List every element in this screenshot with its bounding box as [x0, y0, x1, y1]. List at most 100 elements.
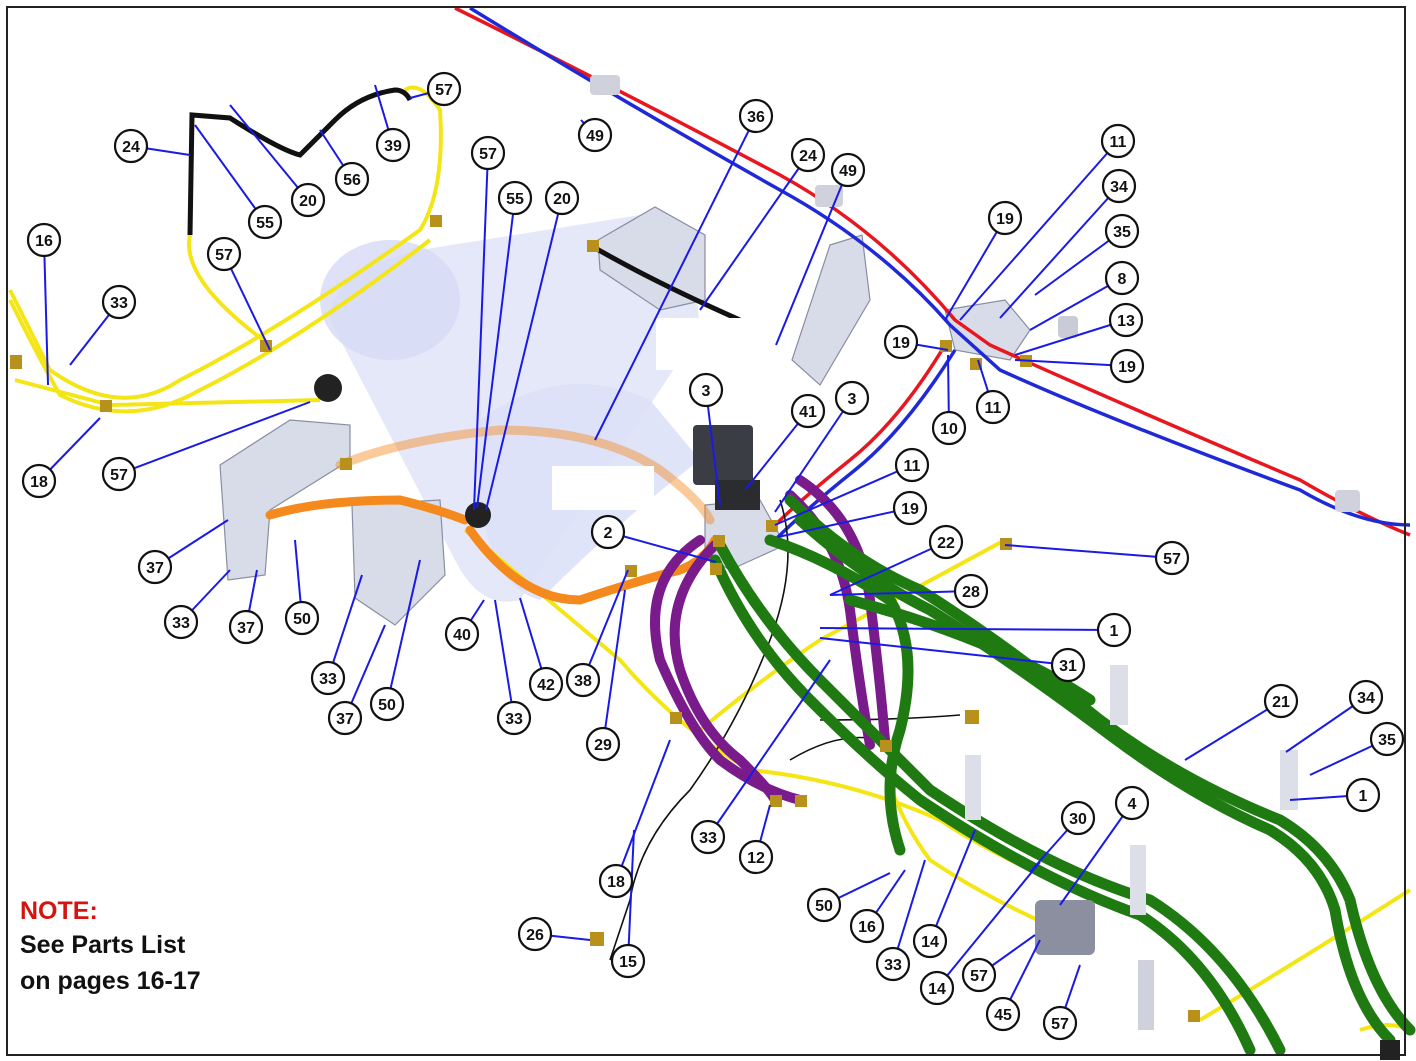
callout-bubble	[334, 161, 370, 197]
callout-20: 20	[290, 182, 326, 218]
callout-bubble	[426, 71, 462, 107]
callout-55: 55	[497, 180, 533, 216]
callout-10: 10	[931, 410, 967, 446]
callout-49: 49	[830, 152, 866, 188]
callout-bubble	[1042, 1005, 1078, 1041]
callout-number: 33	[699, 830, 717, 847]
callout-bubble	[290, 182, 326, 218]
callout-number: 56	[343, 172, 361, 189]
callout-number: 34	[1357, 690, 1375, 707]
leader-line-19	[944, 217, 1006, 321]
fitting	[1058, 316, 1078, 338]
callout-14: 14	[912, 923, 948, 959]
callout-33: 33	[690, 819, 726, 855]
leader-line-20	[229, 104, 309, 201]
check-valve-mid	[465, 502, 491, 528]
callout-bubble	[544, 180, 580, 216]
callout-bubble	[1104, 213, 1140, 249]
callout-35: 35	[1104, 213, 1140, 249]
callout-bubble	[875, 946, 911, 982]
leader-line-57	[473, 152, 489, 511]
callout-16: 16	[26, 222, 62, 258]
leader-line-19	[1014, 359, 1128, 367]
leader-line-55	[194, 124, 266, 223]
note-title: NOTE:	[20, 897, 98, 925]
callout-number: 38	[574, 673, 592, 690]
callout-3: 3	[834, 380, 870, 416]
callout-bubble	[806, 887, 842, 923]
clamp-top	[590, 75, 620, 95]
diagram-frame	[6, 6, 1406, 1056]
callout-57: 57	[1154, 540, 1190, 576]
callout-number: 57	[1051, 1016, 1069, 1033]
leader-line-31	[819, 637, 1069, 666]
callout-28: 28	[953, 573, 989, 609]
leader-line-20	[485, 197, 563, 511]
callout-number: 24	[799, 148, 817, 165]
callout-18: 18	[598, 863, 634, 899]
callout-number: 37	[237, 620, 255, 637]
callout-number: 33	[172, 615, 190, 632]
callout-57: 57	[206, 236, 242, 272]
callout-bubble	[961, 957, 997, 993]
callout-bubble	[1114, 785, 1150, 821]
callout-57: 57	[1042, 1005, 1078, 1041]
leader-line-3	[774, 397, 853, 513]
callout-number: 26	[526, 927, 544, 944]
callout-number: 40	[453, 627, 471, 644]
callout-21: 21	[1263, 683, 1299, 719]
callout-bubble	[849, 908, 885, 944]
note-line-1: See Parts List	[20, 931, 186, 959]
callout-33: 33	[496, 700, 532, 736]
bracket-top	[597, 206, 706, 311]
callout-bubble	[327, 700, 363, 736]
callout-number: 19	[901, 501, 919, 518]
callout-number: 33	[884, 957, 902, 974]
callout-bubble	[1109, 348, 1145, 384]
callout-number: 49	[839, 163, 857, 180]
callout-bubble	[953, 573, 989, 609]
callout-number: 8	[1118, 271, 1127, 288]
callout-4: 4	[1114, 785, 1150, 821]
solenoid-valve	[693, 425, 753, 485]
callout-41: 41	[790, 393, 826, 429]
callout-number: 19	[996, 211, 1014, 228]
valve-assembly	[1035, 900, 1095, 955]
callout-18: 18	[21, 463, 57, 499]
callout-8: 8	[1104, 260, 1140, 296]
callout-number: 55	[256, 215, 274, 232]
callout-bubble	[565, 662, 601, 698]
leader-line-1	[819, 627, 1115, 631]
callout-number: 57	[1163, 551, 1181, 568]
callout-number: 3	[848, 391, 857, 408]
callout-bubble	[517, 916, 553, 952]
callout-55: 55	[247, 204, 283, 240]
callout-bubble	[894, 447, 930, 483]
leader-line-33	[327, 574, 363, 679]
callout-33: 33	[101, 284, 137, 320]
callout-bubble	[528, 666, 564, 702]
note-line-2: on pages 16-17	[20, 967, 201, 995]
callout-bubble	[834, 380, 870, 416]
callout-bubble	[610, 943, 646, 979]
leader-line-33	[707, 659, 831, 838]
callout-number: 55	[506, 191, 524, 208]
leader-line-22	[829, 541, 947, 596]
callout-37: 37	[228, 609, 264, 645]
callout-bubble	[883, 324, 919, 360]
components	[10, 75, 1400, 1060]
callout-number: 11	[904, 458, 921, 475]
callout-number: 16	[858, 919, 876, 936]
callout-bubble	[21, 463, 57, 499]
callout-number: 49	[586, 128, 604, 145]
callout-bubble	[1060, 800, 1096, 836]
leader-line-57	[1004, 544, 1173, 559]
leader-line-33	[892, 859, 926, 965]
manifold-block	[944, 299, 1031, 361]
callout-number: 42	[537, 677, 555, 694]
callout-57: 57	[961, 957, 997, 993]
callout-number: 19	[892, 335, 910, 352]
callout-bubble	[163, 604, 199, 640]
callout-number: 50	[293, 611, 311, 628]
callout-number: 4	[1128, 796, 1137, 813]
